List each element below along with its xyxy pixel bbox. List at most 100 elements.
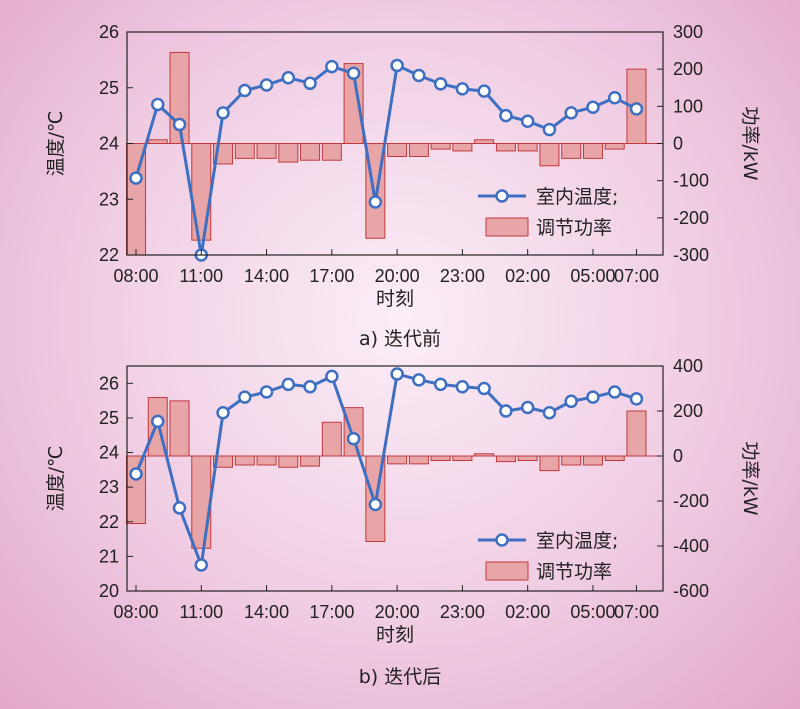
bar [126, 455, 146, 524]
temperature-point [216, 106, 230, 120]
x-tick-label: 08:00 [113, 602, 158, 622]
x-tick-label: 20:00 [375, 266, 420, 286]
temperature-point [564, 394, 578, 409]
left-tick-label: 23 [99, 189, 119, 209]
bar [169, 400, 190, 457]
left-tick-label: 23 [99, 477, 119, 497]
temperature-point [477, 381, 491, 396]
right-tick-label: 300 [673, 22, 703, 42]
x-tick-label: 07:00 [614, 266, 659, 286]
left-tick-label: 24 [99, 443, 119, 463]
bar [495, 455, 516, 463]
temperature-point [194, 558, 209, 572]
bar [517, 455, 538, 461]
temperature-point [325, 59, 339, 74]
temperature-point [281, 70, 296, 85]
temperature-point [499, 108, 513, 123]
temperature-point [412, 373, 426, 387]
temperature-point [238, 83, 252, 98]
bar [582, 455, 603, 466]
temperature-point [259, 385, 274, 399]
right-tick-label: -600 [673, 581, 709, 601]
bar [256, 455, 277, 466]
bar [452, 455, 473, 461]
x-axis-label: 时刻 [376, 288, 414, 310]
x-tick-label: 11:00 [179, 266, 223, 286]
bar [604, 455, 625, 461]
x-tick-label: 05:00 [570, 266, 615, 286]
y-axis-right-label: 功率/kW [739, 106, 761, 180]
temperature-point [433, 377, 448, 392]
legend-marker-swatch [495, 189, 509, 203]
temperature-point [455, 82, 470, 96]
bar [321, 421, 342, 457]
temperature-point [542, 405, 557, 420]
temperature-point [303, 380, 317, 394]
left-tick-label: 26 [99, 373, 119, 393]
temperature-point [390, 367, 404, 381]
bar [300, 455, 321, 467]
temperature-point [542, 122, 557, 137]
x-tick-label: 07:00 [614, 602, 659, 622]
y-axis-right-label: 功率/kW [739, 441, 761, 515]
x-tick-label: 23:00 [440, 266, 485, 286]
x-tick-label: 02:00 [505, 266, 550, 286]
left-tick-label: 20 [99, 581, 119, 601]
right-tick-label: 100 [673, 96, 703, 116]
right-tick-label: -400 [673, 536, 709, 556]
x-axis-label: 时刻 [376, 624, 414, 646]
plot-frame [126, 365, 664, 592]
temperature-point [629, 102, 644, 116]
bar [561, 455, 582, 466]
x-tick-label: 02:00 [505, 602, 550, 622]
chart-caption: b) 迭代后 [359, 666, 442, 688]
temperature-point [368, 497, 383, 512]
legend-line-label: 室内温度; [536, 530, 618, 552]
legend-bar-label: 调节功率 [536, 561, 612, 583]
temperature-point [520, 400, 535, 415]
temperature-point [151, 97, 165, 112]
temperature-point [151, 414, 165, 429]
x-tick-label: 17:00 [309, 266, 354, 286]
right-tick-label: 200 [673, 59, 703, 79]
right-tick-label: 0 [673, 446, 683, 466]
x-tick-label: 14:00 [244, 602, 289, 622]
legend: 室内温度; 调节功率 [478, 186, 618, 239]
bar [343, 407, 364, 457]
temperature-point [586, 390, 600, 404]
temperature-point [520, 114, 535, 128]
temperature-point [607, 385, 622, 399]
temperature-point [303, 76, 317, 91]
right-tick-label: 0 [673, 134, 683, 154]
bar [234, 455, 255, 466]
x-tick-label: 23:00 [440, 602, 485, 622]
temperature-point [129, 467, 143, 481]
temperature-point [477, 84, 491, 98]
right-tick-label: -200 [673, 208, 709, 228]
legend-bar-label: 调节功率 [536, 217, 612, 239]
bar [539, 455, 560, 472]
left-tick-label: 25 [99, 78, 119, 98]
y-axis-left-label: 温度/℃ [45, 446, 67, 512]
x-tick-label: 05:00 [570, 602, 615, 622]
temperature-point [499, 404, 513, 418]
temperature-point [433, 77, 448, 91]
temperature-point [455, 380, 470, 394]
bar [408, 455, 429, 465]
x-tick-label: 17:00 [309, 602, 354, 622]
temperature-point [259, 78, 274, 92]
left-tick-label: 22 [99, 245, 119, 265]
left-tick-label: 25 [99, 408, 119, 428]
temperature-point [629, 392, 644, 406]
temperature-point [390, 58, 404, 73]
x-tick-label: 20:00 [375, 602, 420, 622]
left-tick-label: 26 [99, 22, 119, 42]
temperature-point [238, 390, 252, 404]
left-tick-label: 22 [99, 512, 119, 532]
right-tick-label: 200 [673, 401, 703, 421]
temperature-point [586, 100, 600, 115]
legend-line-label: 室内温度; [536, 186, 618, 208]
temperature-point [346, 431, 361, 446]
temperature-point [325, 369, 339, 384]
